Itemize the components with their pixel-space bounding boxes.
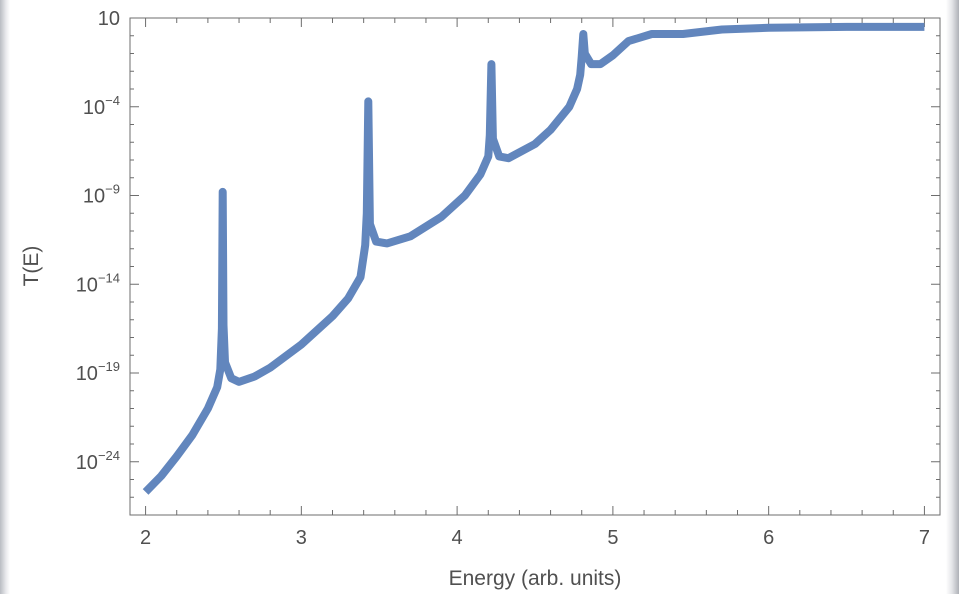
y-tick-label: 10−24 xyxy=(76,448,120,474)
x-tick-label: 6 xyxy=(763,527,774,549)
x-tick-label: 5 xyxy=(607,527,618,549)
y-tick-label: 10 xyxy=(98,8,120,30)
y-tick-label: 10−4 xyxy=(83,93,120,119)
x-tick-label: 4 xyxy=(452,527,463,549)
y-tick-label: 10−19 xyxy=(76,359,120,385)
y-tick-label: 10−14 xyxy=(76,270,120,296)
x-tick-label: 7 xyxy=(919,527,930,549)
tick-marks xyxy=(130,17,940,515)
y-axis-label: T(E) xyxy=(20,246,43,287)
x-tick-labels: 2 3 4 5 6 7 xyxy=(140,527,930,549)
x-tick-label: 3 xyxy=(296,527,307,549)
y-tick-labels: 10 10−4 10−9 10−14 10−19 10−24 xyxy=(76,8,120,474)
x-tick-label: 2 xyxy=(140,527,151,549)
x-axis-label: Energy (arb. units) xyxy=(449,567,622,590)
series-line xyxy=(142,22,925,495)
plot-frame xyxy=(129,17,941,516)
y-tick-label: 10−9 xyxy=(83,182,120,208)
